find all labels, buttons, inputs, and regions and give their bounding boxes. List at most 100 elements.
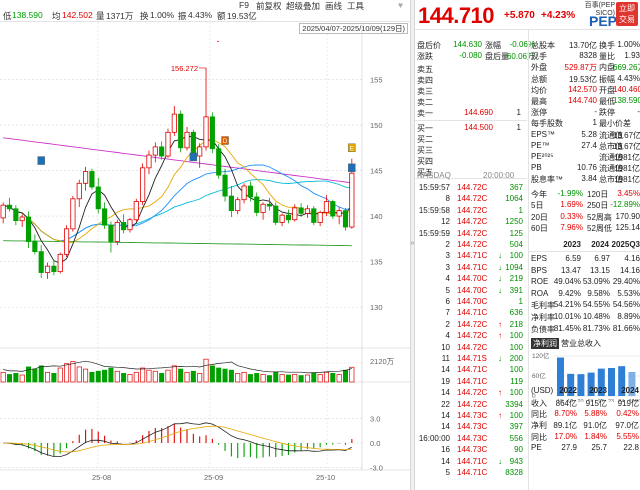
ask-price: 144.690 — [464, 108, 493, 117]
volume-bar — [32, 368, 38, 383]
tick-volume: 200 — [509, 354, 523, 363]
usd-value: 8.70% — [554, 409, 577, 419]
volume-bar — [285, 374, 291, 383]
panel-splitter[interactable] — [410, 0, 415, 490]
heart-icon[interactable]: ♥ — [398, 0, 404, 10]
date-range-label[interactable]: 2025/04/07-2025/10/09(129日) — [299, 23, 408, 34]
macd-axis-tick: -3.0 — [370, 464, 383, 473]
tick-time: 2 — [445, 240, 450, 249]
turnover-label: 换 — [140, 11, 149, 21]
tab-net-profit[interactable]: 净利润 — [531, 338, 559, 349]
tick-time: 14 — [441, 422, 450, 432]
trade-btn-line1: 立即 — [619, 4, 635, 13]
volume-bar — [292, 374, 298, 383]
toolbar-overlay[interactable]: 超级叠加 — [286, 1, 321, 11]
tab-revenue[interactable]: 营业总收入 — [561, 339, 601, 348]
stat-label: 最小价差 — [599, 119, 631, 129]
tick-volume: 3394 — [505, 399, 523, 409]
tick-volume: 125 — [509, 228, 523, 238]
stat-value: 1981亿 — [614, 164, 640, 174]
kline-chart-canvas[interactable]: 155 150 145 140 135 130 25-08 25-09 25-10 2120万 3.… — [0, 22, 410, 490]
perf-label: 5日 — [531, 201, 544, 211]
stat-value: 140.460 — [613, 84, 640, 94]
usd-value: 919亿 — [617, 399, 639, 408]
candle-body — [266, 203, 272, 207]
tick-volume: 1094 — [505, 262, 523, 272]
stat-label: 外盘 — [531, 63, 547, 73]
stat-label: EPS™ — [531, 129, 556, 139]
candle-body — [140, 167, 146, 202]
volume-bar — [279, 374, 285, 383]
splitter-arrows-icon[interactable]: » — [410, 240, 415, 247]
trade-now-button[interactable]: 立即 交易 — [616, 2, 638, 26]
stat-label: 流通值 — [599, 153, 623, 162]
stat-label: 流通值 — [599, 130, 623, 140]
tick-time: 15:59:58 — [418, 205, 450, 215]
ma10-line — [3, 139, 353, 244]
toolbar-f9[interactable]: F9 — [239, 0, 249, 10]
volume-bar — [342, 369, 349, 383]
usd-header: (USD) — [531, 386, 554, 395]
tick-volume: 1250 — [505, 217, 523, 227]
avg-label: 均 — [52, 11, 61, 21]
event-marker-blue-icon — [189, 152, 198, 162]
ma5-line — [3, 136, 353, 264]
tick-volume: 391 — [509, 285, 523, 295]
tick-volume: 219 — [509, 274, 523, 284]
tick-volume: 556 — [509, 433, 523, 443]
kline-chart[interactable]: 155 150 145 140 135 130 25-08 25-09 25-10 2120万 3.… — [0, 22, 410, 490]
toolbar-tools[interactable]: 工具 — [347, 1, 365, 11]
tick-price: 144.72C — [457, 240, 488, 249]
high-price-annotation: 156.272 — [171, 64, 198, 73]
ma20-line — [3, 164, 352, 242]
usd-label: 同比 — [531, 432, 547, 442]
tick-price: 144.70C — [457, 285, 488, 295]
tick-time: 12 — [441, 217, 450, 227]
after-hours-value: 60.06万 — [506, 52, 535, 61]
tick-time: 5 — [445, 468, 450, 477]
bid-level-label: 买五 — [417, 168, 433, 177]
stat-label: 股息率™ — [531, 175, 563, 185]
turnover-value: 1.00% — [150, 10, 175, 20]
fin-label: 负债率 — [531, 324, 555, 334]
tick-time: 11 — [441, 354, 450, 363]
ask-size — [495, 64, 521, 75]
candle-body — [342, 210, 349, 228]
tick-price: 144.71C — [457, 468, 488, 477]
dividend-marker-icon — [221, 136, 229, 145]
price-change: +5.870 — [504, 10, 535, 21]
stat-label: 换手 — [599, 41, 615, 50]
candle-body — [38, 251, 44, 273]
net-profit-bar — [557, 357, 564, 396]
candle-body — [285, 214, 292, 221]
price-change-pct: +4.23% — [541, 10, 576, 21]
perf-value: 125.14 — [615, 223, 640, 233]
stock-stats-bar: 低 138.590 均 142.502 量 1371万 换 1.00% 振 4.… — [0, 0, 410, 22]
stat-label: 均价 — [531, 85, 547, 95]
perf-value: 1.69% — [560, 200, 583, 210]
tick-price: 144.72C — [457, 319, 488, 329]
candle-body — [121, 222, 127, 231]
fin-year-header: 2023 — [563, 240, 581, 249]
stat-label: 总额 — [531, 74, 547, 84]
low-label: 低 — [3, 11, 12, 21]
fin-value: 54.21% — [553, 300, 581, 310]
perf-label: 250日 — [587, 201, 609, 211]
toolbar-draw[interactable]: 画线 — [325, 1, 343, 11]
candle-body — [349, 172, 355, 228]
tick-price: 144.71C — [457, 456, 488, 466]
after-hours-value: -0.06% — [509, 40, 535, 49]
perf-label: 52周低 — [587, 224, 612, 234]
candle-body — [216, 148, 222, 176]
fin-year-header: 2024 — [591, 240, 609, 249]
event-marker-blue-icon — [348, 163, 356, 173]
volume-bar — [152, 370, 158, 383]
tick-volume: 1064 — [505, 194, 523, 204]
company-name: 百事(PEP SICO) — [583, 2, 615, 18]
toolbar-adjust[interactable]: 前复权 — [256, 1, 282, 11]
fin-label: ROA — [531, 288, 549, 298]
after-hours-value: 144.630 — [453, 40, 482, 49]
tick-price: 144.72C — [457, 399, 488, 409]
stat-label: 总市值 — [599, 141, 623, 151]
candle-body — [228, 195, 234, 212]
